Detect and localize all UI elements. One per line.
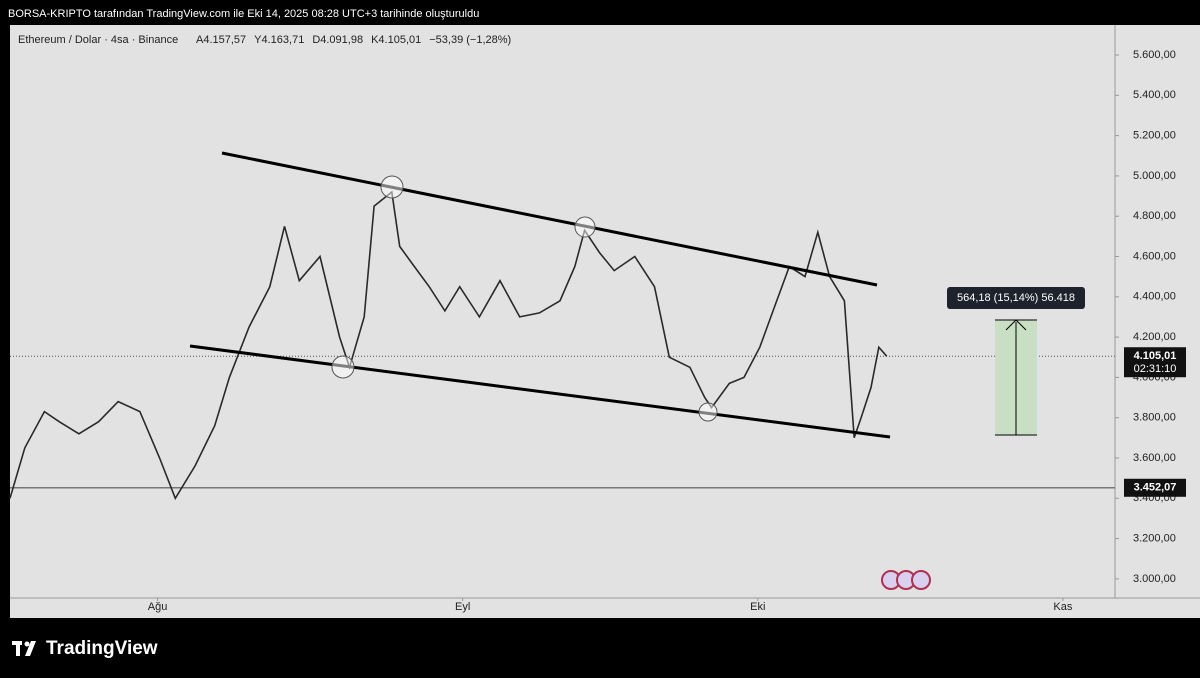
x-tick-label: Eyl (455, 601, 470, 613)
attribution: BORSA-KRIPTO tarafından TradingView.com … (8, 8, 479, 20)
y-tick-label: 3.600,00 (1133, 452, 1176, 464)
ohlc-value: A4.157,57 (196, 34, 246, 46)
ohlc-value: Y4.163,71 (254, 34, 304, 46)
brand: TradingView (46, 638, 158, 659)
plot (9, 190, 1115, 501)
channel-lower (189, 344, 891, 439)
touch-marker (331, 355, 355, 379)
symbol: Ethereum / Dolar · 4sa · Binance (18, 34, 178, 46)
y-tick-label: 3.000,00 (1133, 573, 1176, 585)
y-tick-label: 5.000,00 (1133, 170, 1176, 182)
y-tick-label: 3.200,00 (1133, 532, 1176, 544)
ohlc-legend: A4.157,57 Y4.163,71 D4.091,98 K4.105,01 −53,… (196, 34, 511, 46)
measure-label: 564,18 (15,14%) 56.418 (957, 292, 1075, 304)
y-tick-label: 5.400,00 (1133, 89, 1176, 101)
measure-arrow (1005, 319, 1027, 331)
x-tick-label: Kas (1053, 601, 1072, 613)
price-line (9, 190, 888, 501)
y-tick-label: 4.200,00 (1133, 331, 1176, 343)
y-tick-label: 4.600,00 (1133, 250, 1176, 262)
touch-marker (698, 402, 718, 422)
channel-upper (221, 151, 878, 287)
y-tick-label: 5.600,00 (1133, 49, 1176, 61)
support-label: 3.452,07 (1134, 482, 1177, 494)
brand-logo (12, 641, 36, 656)
x-tick-label: Ağu (148, 601, 168, 613)
last-price-label: 4.105,01 (1134, 350, 1177, 362)
touch-marker (380, 175, 404, 199)
ohlc-value: K4.105,01 (371, 34, 421, 46)
last-price-box (1124, 347, 1186, 378)
measure-label-box (947, 287, 1085, 309)
support-label-box (1124, 478, 1186, 497)
touch-marker (574, 216, 596, 238)
ohlc-value: D4.091,98 (312, 34, 363, 46)
y-tick-label: 3.800,00 (1133, 412, 1176, 424)
event-icon (911, 570, 931, 590)
x-tick-label: Eki (750, 601, 765, 613)
y-tick-label: 5.200,00 (1133, 130, 1176, 142)
price-axis (1115, 25, 1200, 598)
countdown: 02:31:10 (1134, 363, 1177, 375)
ohlc-value: −53,39 (−1,28%) (429, 34, 511, 46)
time-axis (10, 598, 1200, 618)
plot-area (10, 25, 1115, 598)
y-tick-label: 4.400,00 (1133, 291, 1176, 303)
y-tick-label: 4.800,00 (1133, 210, 1176, 222)
